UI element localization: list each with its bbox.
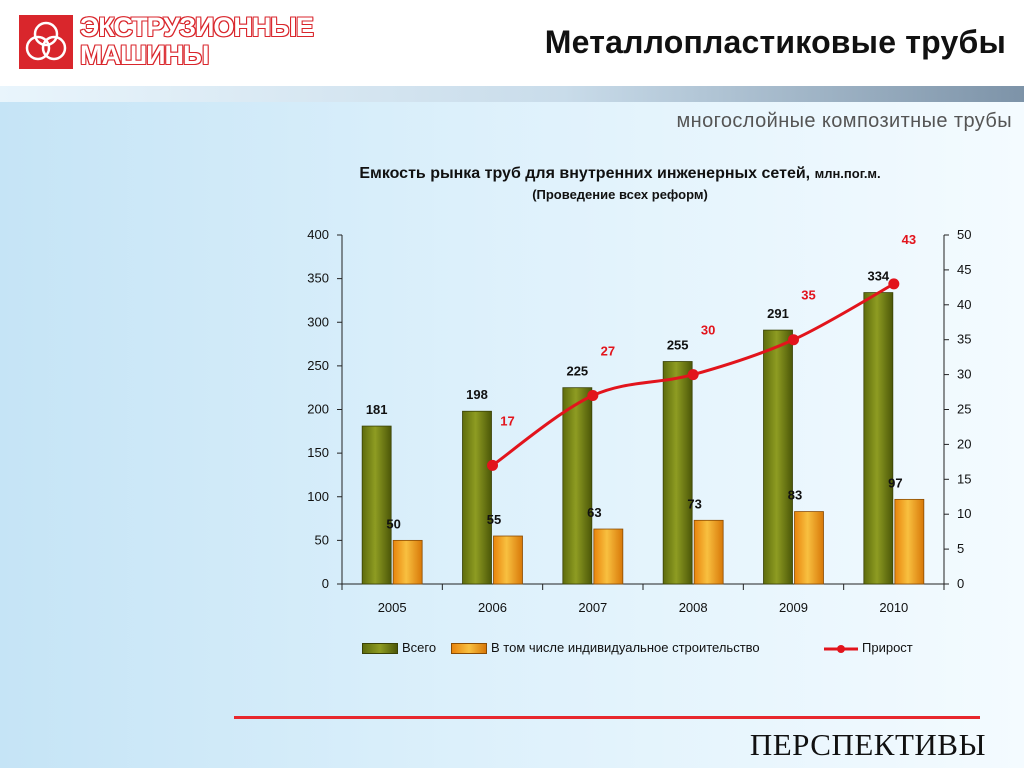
growth-point xyxy=(587,390,599,402)
y-right-tick-label: 35 xyxy=(957,332,971,347)
chart-growth-line xyxy=(487,278,900,471)
bar-total xyxy=(562,387,593,585)
footer-text: ПЕРСПЕКТИВЫ xyxy=(749,727,986,762)
page-title: Металлопластиковые трубы xyxy=(544,24,1006,60)
growth-label: 17 xyxy=(500,413,514,428)
y-right-tick-label: 20 xyxy=(957,436,971,451)
y-left-tick-label: 200 xyxy=(307,402,329,417)
x-tick-label: 2010 xyxy=(879,600,908,615)
bar-total-label: 334 xyxy=(867,269,889,284)
y-left-tick-label: 50 xyxy=(315,532,329,547)
chart-axes: 0 50 100 150 200 250 300 350 400 0 5 10 15 20 25 30 35 40… xyxy=(307,227,971,615)
y-left-tick-label: 400 xyxy=(307,227,329,242)
x-tick-label: 2005 xyxy=(378,600,407,615)
growth-label: 27 xyxy=(601,344,615,359)
legend-label-growth: Прирост xyxy=(862,640,913,655)
growth-point xyxy=(687,369,699,381)
legend-swatch-growth xyxy=(824,644,858,653)
bar-total xyxy=(462,410,492,585)
bar-individual xyxy=(593,528,624,585)
bar-individual-label: 63 xyxy=(587,505,601,520)
y-right-tick-label: 5 xyxy=(957,541,964,556)
y-right-tick-label: 25 xyxy=(957,402,971,417)
bar-individual xyxy=(894,498,925,585)
legend-swatch-total xyxy=(362,643,398,655)
y-right-tick-label: 10 xyxy=(957,506,971,521)
bar-individual xyxy=(693,519,724,585)
chart-title-main: Емкость рынка труб для внутренних инжене… xyxy=(359,165,811,182)
bar-individual-label: 97 xyxy=(888,475,902,490)
bar-total xyxy=(662,361,693,585)
legend-label-total: Всего xyxy=(402,640,437,655)
bar-individual xyxy=(392,539,423,585)
bar-total xyxy=(863,292,894,585)
bar-total-label: 225 xyxy=(566,364,588,379)
y-right-tick-label: 0 xyxy=(957,576,964,591)
y-left-tick-label: 150 xyxy=(307,445,329,460)
x-tick-label: 2008 xyxy=(679,600,708,615)
y-left-tick-label: 0 xyxy=(322,576,329,591)
logo-line-2: МАШИНЫ xyxy=(80,40,209,70)
legend-item-total: Всего xyxy=(362,640,436,655)
growth-label: 35 xyxy=(801,288,815,303)
y-right-tick-label: 15 xyxy=(957,471,971,486)
bar-individual xyxy=(493,535,523,585)
chart-legend: Всего В том числе индивидуальное строите… xyxy=(0,640,1024,660)
header: ЭКСТРУЗИОННЫЕ МАШИНЫ Металлопластиковые … xyxy=(0,0,1024,86)
bar-total xyxy=(763,329,793,585)
footer-divider xyxy=(234,716,980,719)
x-tick-label: 2009 xyxy=(779,600,808,615)
header-strip xyxy=(0,86,1024,102)
page-subtitle: многослойные композитные трубы xyxy=(676,110,1012,132)
y-left-tick-label: 250 xyxy=(307,358,329,373)
growth-label: 30 xyxy=(701,323,715,338)
y-left-tick-label: 100 xyxy=(307,489,329,504)
logo-line-1: ЭКСТРУЗИОННЫЕ xyxy=(80,12,314,42)
legend-item-growth: Прирост xyxy=(824,640,913,655)
growth-point xyxy=(888,278,900,290)
bar-total-label: 198 xyxy=(466,387,488,402)
bar-individual-label: 73 xyxy=(687,496,701,511)
bar-total-label: 291 xyxy=(767,306,789,321)
y-right-tick-label: 50 xyxy=(957,227,971,242)
bar-total-label: 255 xyxy=(667,338,689,353)
chart-bars xyxy=(361,292,925,585)
x-tick-label: 2006 xyxy=(478,600,507,615)
bar-individual xyxy=(794,511,824,585)
bar-total xyxy=(361,425,392,585)
legend-item-individual: В том числе индивидуальное строительство xyxy=(451,640,760,655)
legend-swatch-individual xyxy=(451,643,487,655)
bar-total-label: 181 xyxy=(366,402,388,417)
growth-label: 43 xyxy=(902,232,916,247)
growth-point xyxy=(788,334,799,346)
logo-icon xyxy=(19,15,73,69)
chart-subtitle: (Проведение всех реформ) xyxy=(532,187,708,202)
y-right-tick-label: 40 xyxy=(957,297,971,312)
y-right-tick-label: 45 xyxy=(957,262,971,277)
bar-individual-label: 83 xyxy=(788,488,802,503)
y-left-tick-label: 300 xyxy=(307,314,329,329)
chart-labels: 181 50 198 55 225 63 255 73 291 83 334 97 17 27 30 35 43 xyxy=(366,232,916,532)
chart-title-unit: млн.пог.м. xyxy=(814,166,881,181)
legend-label-individual: В том числе индивидуальное строительство xyxy=(491,640,760,655)
logo-text: ЭКСТРУЗИОННЫЕ МАШИНЫ xyxy=(80,12,314,70)
bar-individual-label: 55 xyxy=(487,512,501,527)
bar-individual-label: 50 xyxy=(386,516,400,531)
y-right-tick-label: 30 xyxy=(957,367,971,382)
x-tick-label: 2007 xyxy=(578,600,607,615)
chart-title-block: Емкость рынка труб для внутренних инжене… xyxy=(250,163,990,205)
y-left-tick-label: 350 xyxy=(307,271,329,286)
chart-title: Емкость рынка труб для внутренних инжене… xyxy=(250,163,990,184)
growth-point xyxy=(487,459,498,471)
